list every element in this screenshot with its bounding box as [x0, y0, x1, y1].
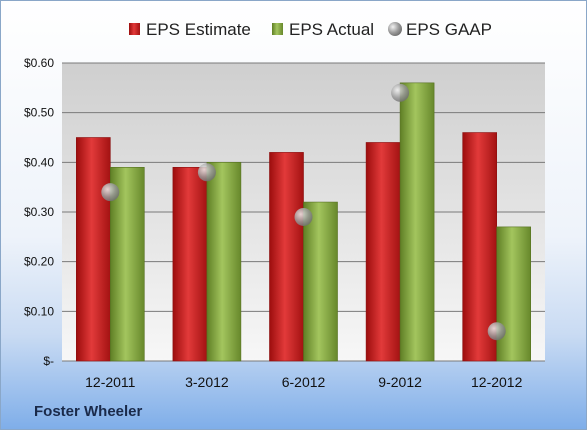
marker-eps-gaap: [294, 207, 313, 226]
bar-eps-estimate: [269, 152, 304, 362]
x-tick-label: 12-2011: [85, 374, 136, 390]
legend-label: EPS GAAP: [406, 20, 492, 39]
bar-eps-actual: [496, 226, 532, 362]
bar-eps-estimate: [365, 142, 401, 362]
marker-eps-gaap: [487, 322, 506, 341]
bar-eps-actual: [303, 201, 338, 362]
marker-eps-gaap: [197, 163, 216, 182]
y-tick-label: $-: [43, 354, 54, 368]
x-tick-label: 6-2012: [282, 374, 326, 390]
bar-eps-actual: [399, 82, 435, 362]
x-tick-label: 12-2012: [471, 374, 523, 390]
y-tick-label: $0.10: [24, 304, 54, 318]
y-tick-label: $0.50: [24, 106, 54, 120]
y-tick-label: $0.60: [24, 56, 54, 70]
x-tick-label: 3-2012: [185, 374, 229, 390]
bar-eps-actual: [206, 162, 242, 362]
marker-eps-gaap: [391, 83, 410, 102]
x-tick-label: 9-2012: [378, 374, 422, 390]
y-tick-label: $0.20: [24, 255, 54, 269]
marker-eps-gaap: [101, 183, 120, 202]
legend-swatch: [388, 22, 402, 36]
y-tick-label: $0.40: [24, 155, 54, 169]
bar-eps-estimate: [76, 137, 111, 362]
legend-swatch: [272, 23, 283, 35]
bar-eps-estimate: [462, 132, 498, 362]
legend-label: EPS Actual: [289, 20, 374, 39]
bar-eps-estimate: [172, 167, 208, 362]
legend-swatch: [129, 23, 140, 35]
company-name: Foster Wheeler: [34, 403, 143, 420]
y-tick-label: $0.30: [24, 205, 54, 219]
bar-eps-actual: [110, 167, 145, 362]
legend-label: EPS Estimate: [146, 20, 251, 39]
